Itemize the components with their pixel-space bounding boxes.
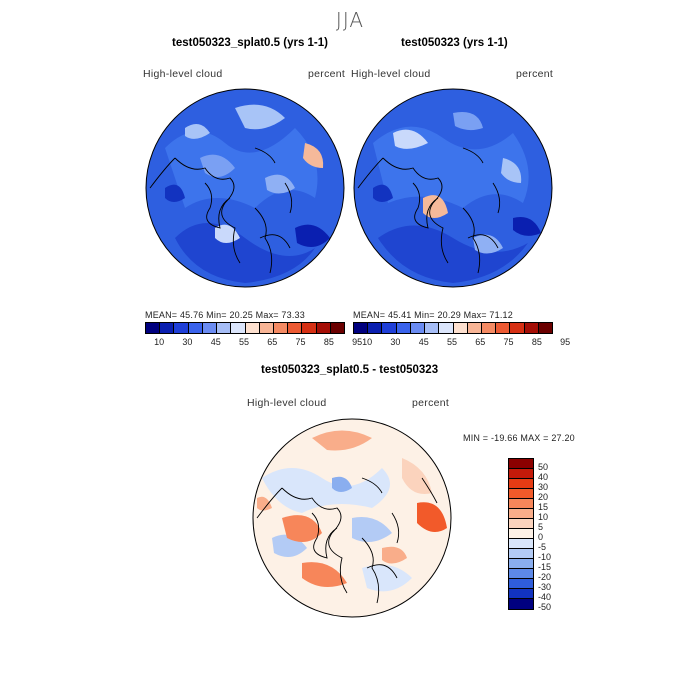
panel1-colorbar-swatch bbox=[231, 323, 246, 333]
panel2-polar-map bbox=[353, 88, 553, 288]
diff-colorbar-tick-label: -5 bbox=[538, 542, 547, 552]
diff-colorbar-swatch bbox=[509, 529, 533, 539]
panel2-colorbar-tick-label: 95 bbox=[560, 337, 571, 347]
diff-colorbar-tick-label: 50 bbox=[538, 462, 549, 472]
panel2-colorbar-swatch bbox=[439, 323, 454, 333]
diff-variable-label: High-level cloud bbox=[247, 397, 327, 409]
panel2-colorbar-swatch bbox=[481, 323, 497, 333]
panel1-stats: MEAN= 45.76 Min= 20.25 Max= 73.33 bbox=[145, 310, 305, 320]
season-title: JJA bbox=[335, 8, 365, 32]
panel1-colorbar-tick-label: 65 bbox=[267, 337, 278, 347]
panel1-colorbar bbox=[145, 322, 345, 334]
diff-colorbar-tick-label: 20 bbox=[538, 492, 549, 502]
panel1-colorbar-tick-label: 55 bbox=[238, 337, 249, 347]
panel2-colorbar-swatch bbox=[453, 323, 468, 333]
panel1-title: test050323_splat0.5 (yrs 1-1) bbox=[172, 37, 328, 49]
panel1-colorbar-swatch bbox=[174, 323, 189, 333]
diff-colorbar-swatch bbox=[509, 499, 533, 509]
panel2-colorbar-swatch bbox=[425, 323, 440, 333]
panel2-colorbar-ticks: 10 30 45 55 65 75 85 95 bbox=[353, 337, 570, 349]
panel2-colorbar-swatch bbox=[410, 323, 426, 333]
diff-polar-map bbox=[252, 418, 452, 618]
panel2-colorbar-tick-label: 65 bbox=[475, 337, 486, 347]
diff-colorbar-tick-label: 15 bbox=[538, 502, 549, 512]
panel2-colorbar-swatch bbox=[396, 323, 411, 333]
diff-colorbar-swatch bbox=[509, 589, 533, 599]
diff-colorbar-tick-label: -40 bbox=[538, 592, 552, 602]
panel2-colorbar-swatch bbox=[467, 323, 482, 333]
panel2-variable-label: High-level cloud bbox=[351, 68, 431, 80]
panel1-colorbar-swatch bbox=[160, 323, 175, 333]
diff-colorbar-swatch bbox=[509, 539, 533, 549]
panel2-colorbar-swatch bbox=[510, 323, 525, 333]
diff-colorbar-swatch bbox=[509, 559, 533, 569]
panel2-colorbar bbox=[353, 322, 553, 334]
panel2-colorbar-swatch bbox=[382, 323, 397, 333]
diff-colorbar-tick-label: -30 bbox=[538, 582, 552, 592]
panel2-title: test050323 (yrs 1-1) bbox=[401, 37, 508, 49]
panel2-colorbar-tick-label: 45 bbox=[418, 337, 429, 347]
panel1-colorbar-swatch bbox=[188, 323, 203, 333]
diff-colorbar bbox=[508, 458, 534, 610]
diff-colorbar-tick-label: -50 bbox=[538, 602, 552, 612]
panel1-colorbar-swatch bbox=[288, 323, 303, 333]
diff-panel-title: test050323_splat0.5 - test050323 bbox=[261, 364, 439, 376]
panel1-colorbar-swatch bbox=[245, 323, 260, 333]
panel1-colorbar-tick-label: 30 bbox=[182, 337, 193, 347]
diff-minmax: MIN = -19.66 MAX = 27.20 bbox=[463, 433, 575, 443]
diff-colorbar-tick-label: 0 bbox=[538, 532, 544, 542]
diff-units-label: percent bbox=[412, 397, 450, 409]
diff-colorbar-ticks: 50 40 30 20 15 10 5 0 -5 -10 -15 -20 -30 -40 -50 bbox=[538, 458, 578, 623]
diff-colorbar-swatch bbox=[509, 489, 533, 499]
diff-colorbar-tick-label: 5 bbox=[538, 522, 544, 532]
panel1-colorbar-swatch bbox=[217, 323, 232, 333]
panel2-colorbar-tick-label: 55 bbox=[446, 337, 457, 347]
panel1-colorbar-tick-label: 95 bbox=[352, 337, 363, 347]
diff-colorbar-tick-label: -10 bbox=[538, 552, 552, 562]
panel1-colorbar-swatch bbox=[273, 323, 289, 333]
panel2-colorbar-tick-label: 75 bbox=[503, 337, 514, 347]
panel2-colorbar-tick-label: 30 bbox=[390, 337, 401, 347]
diff-colorbar-tick-label: 40 bbox=[538, 472, 549, 482]
panel1-colorbar-swatch bbox=[316, 323, 331, 333]
panel2-units-label: percent bbox=[516, 68, 554, 80]
panel2-stats: MEAN= 45.41 Min= 20.29 Max= 71.12 bbox=[353, 310, 513, 320]
panel1-colorbar-swatch bbox=[202, 323, 218, 333]
panel1-colorbar-ticks: 10 30 45 55 65 75 85 95 bbox=[145, 337, 362, 349]
panel2-colorbar-tick-label: 85 bbox=[531, 337, 542, 347]
diff-colorbar-tick-label: -15 bbox=[538, 562, 552, 572]
panel1-colorbar-swatch bbox=[146, 323, 161, 333]
panel1-variable-label: High-level cloud bbox=[143, 68, 223, 80]
diff-colorbar-tick-label: 30 bbox=[538, 482, 549, 492]
panel2-colorbar-swatch bbox=[496, 323, 511, 333]
panel1-colorbar-tick-label: 75 bbox=[295, 337, 306, 347]
panel1-colorbar-tick-label: 45 bbox=[210, 337, 221, 347]
diff-colorbar-swatch bbox=[509, 459, 533, 469]
diff-colorbar-swatch bbox=[509, 479, 533, 489]
diff-colorbar-swatch bbox=[509, 469, 533, 479]
panel1-colorbar-tick-label: 10 bbox=[154, 337, 165, 347]
panel2-colorbar-swatch bbox=[354, 323, 369, 333]
panel1-units-label: percent bbox=[308, 68, 346, 80]
panel2-colorbar-swatch bbox=[538, 323, 553, 333]
diff-colorbar-swatch bbox=[509, 509, 533, 519]
panel1-colorbar-swatch bbox=[302, 323, 317, 333]
panel2-colorbar-swatch bbox=[524, 323, 539, 333]
panel1-colorbar-tick-label: 85 bbox=[323, 337, 334, 347]
diff-colorbar-swatch bbox=[509, 569, 533, 579]
diff-colorbar-swatch bbox=[509, 519, 533, 529]
panel2-colorbar-tick-label: 10 bbox=[362, 337, 373, 347]
diff-colorbar-tick-label: -20 bbox=[538, 572, 552, 582]
diff-colorbar-swatch bbox=[509, 549, 533, 559]
panel1-colorbar-swatch bbox=[330, 323, 345, 333]
panel2-colorbar-swatch bbox=[368, 323, 383, 333]
diff-colorbar-swatch bbox=[509, 599, 533, 609]
diff-colorbar-tick-label: 10 bbox=[538, 512, 549, 522]
panel1-colorbar-swatch bbox=[259, 323, 274, 333]
panel1-polar-map bbox=[145, 88, 345, 288]
diff-colorbar-swatch bbox=[509, 579, 533, 589]
